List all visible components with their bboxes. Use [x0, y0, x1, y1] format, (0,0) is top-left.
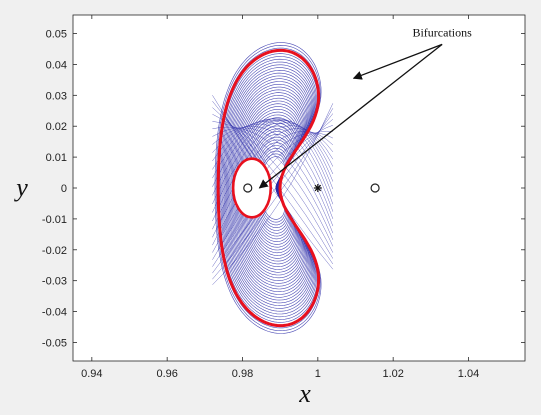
- orbit-line: [212, 113, 334, 253]
- y-tick-label: -0.02: [42, 245, 67, 257]
- orbit-line: [221, 58, 317, 318]
- annotation-label: Bifurcations: [412, 25, 472, 39]
- orbit-line: [227, 72, 312, 304]
- orbit-line: [229, 78, 310, 298]
- x-axis-label: x: [298, 379, 311, 408]
- orbit-line: [212, 131, 334, 238]
- x-tick-label: 0.98: [232, 368, 253, 380]
- circle-marker: [243, 183, 253, 193]
- y-tick-label: -0.05: [42, 337, 67, 349]
- x-tick-label: 1: [315, 368, 321, 380]
- orbit-line: [212, 132, 334, 246]
- orbit-line: [224, 67, 314, 309]
- y-tick-label: 0.04: [46, 59, 67, 71]
- orbit-line: [212, 95, 334, 270]
- y-tick-label: 0.03: [46, 90, 67, 102]
- orbit-line: [212, 122, 334, 213]
- x-tick-label: 1.04: [458, 368, 479, 380]
- bifurcation-outer: [216, 48, 321, 328]
- x-tick-label: 1.02: [382, 368, 403, 380]
- y-tick-label: 0.02: [46, 121, 67, 133]
- orbit-line: [212, 119, 334, 205]
- y-tick-label: -0.01: [42, 214, 67, 226]
- orbit-line: [212, 121, 334, 212]
- orbit-line: [212, 118, 334, 197]
- orbit-line: [214, 42, 322, 334]
- y-tick-label: 0.05: [46, 29, 67, 41]
- x-tick-label: 0.96: [156, 368, 177, 380]
- y-tick-label: -0.03: [42, 276, 67, 288]
- orbit-line: [212, 121, 334, 247]
- orbit-line: [212, 128, 334, 230]
- orbit-line: [212, 126, 334, 227]
- orbit-line: [212, 120, 334, 205]
- annotation-arrow: [258, 43, 443, 189]
- orbit-line: [212, 126, 334, 240]
- markers: [243, 183, 380, 193]
- y-tick-label: -0.04: [42, 307, 67, 319]
- orbit-line: [212, 118, 334, 190]
- orbit-line: [212, 119, 334, 267]
- orbit-line: [212, 124, 333, 260]
- ticks: 0.94 0.96 0.98 1 1.02 1.04 -0.05 -0.04 -0.03 -0.0…: [42, 15, 525, 380]
- annotation: Bifurcations: [258, 25, 472, 189]
- orbit-line: [212, 127, 334, 234]
- plot-area: [72, 14, 526, 362]
- orbit-line: [220, 56, 317, 320]
- orbit-line: [226, 69, 313, 307]
- y-tick-label: 0.01: [46, 152, 67, 164]
- orbit-line: [222, 61, 316, 315]
- orbit-line: [212, 130, 333, 253]
- asterisk-stroke: [314, 184, 322, 192]
- annotation-arrow: [352, 43, 443, 80]
- orbit-line: [230, 81, 309, 295]
- asterisk-marker: [313, 184, 322, 192]
- y-tick-label: 0: [61, 183, 67, 195]
- y-axis-label: y: [13, 173, 28, 202]
- circle-marker: [370, 183, 380, 193]
- x-tick-label: 0.94: [81, 368, 102, 380]
